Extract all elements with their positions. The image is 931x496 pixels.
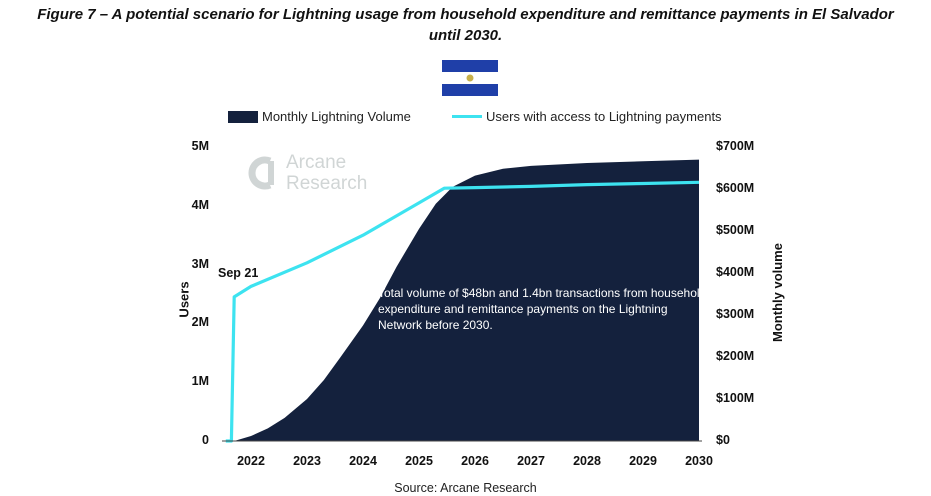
x-tick-label: 2027 bbox=[517, 454, 545, 468]
chart-title-line2: until 2030. bbox=[428, 27, 503, 44]
y-right-tick-label: $400M bbox=[716, 265, 755, 279]
watermark-line2: Research bbox=[286, 173, 368, 194]
watermark: Arcane Research bbox=[248, 152, 367, 194]
y-right-tick-label: $300M bbox=[716, 307, 755, 321]
sep21-callout: Sep 21 bbox=[218, 266, 259, 280]
source-note: Source: Arcane Research bbox=[394, 481, 537, 495]
legend-users-label: Users with access to Lightning payments bbox=[486, 109, 722, 124]
x-tick-label: 2023 bbox=[293, 454, 321, 468]
x-tick-label: 2022 bbox=[237, 454, 265, 468]
watermark-text: Arcane Research bbox=[286, 152, 367, 194]
x-tick-label: 2025 bbox=[405, 454, 433, 468]
x-tick-label: 2024 bbox=[349, 454, 377, 468]
users-line bbox=[225, 180, 700, 443]
area-layer bbox=[234, 159, 699, 441]
chart-title: Figure 7 – A potential scenario for Ligh… bbox=[0, 4, 931, 46]
line-layer bbox=[225, 180, 700, 443]
legend-item-users: Users with access to Lightning payments bbox=[452, 109, 722, 124]
y-left-tick-label: 2M bbox=[191, 315, 209, 330]
x-tick-label: 2030 bbox=[685, 454, 713, 468]
y-right-tick-label: $700M bbox=[716, 139, 755, 153]
chart-title-line1: Figure 7 – A potential scenario for Ligh… bbox=[37, 6, 894, 23]
y-left-tick-label: 5M bbox=[191, 139, 209, 153]
y-left-tick-label: 1M bbox=[191, 374, 209, 389]
y-left-tick-label: 0 bbox=[202, 433, 209, 447]
y-right-tick-label: $500M bbox=[716, 223, 755, 237]
legend-line-swatch bbox=[452, 115, 482, 118]
y-right-tick-label: $600M bbox=[716, 181, 755, 195]
x-tick-label: 2029 bbox=[629, 454, 657, 468]
arcane-logo-icon bbox=[248, 156, 274, 190]
el-salvador-flag-icon bbox=[442, 60, 498, 96]
volume-area bbox=[234, 159, 699, 441]
y-right-tick-label: $0 bbox=[716, 433, 730, 447]
y-right-tick-label: $200M bbox=[716, 349, 755, 363]
x-tick-label: 2026 bbox=[461, 454, 489, 468]
y-left-tick-label: 4M bbox=[191, 197, 209, 212]
volume-annotation: Total volume of $48bn and 1.4bn transact… bbox=[378, 286, 707, 332]
watermark-line1: Arcane bbox=[286, 152, 347, 173]
x-tick-label: 2028 bbox=[573, 454, 601, 468]
y-axis-right-title: Monthly volume bbox=[769, 243, 785, 342]
legend-item-volume: Monthly Lightning Volume bbox=[228, 109, 411, 124]
legend-volume-label: Monthly Lightning Volume bbox=[262, 109, 411, 124]
y-axis-left-title: Users bbox=[176, 281, 192, 318]
y-right-tick-label: $100M bbox=[716, 391, 755, 405]
legend-area-swatch bbox=[228, 110, 258, 123]
y-left-tick-label: 3M bbox=[191, 256, 209, 271]
